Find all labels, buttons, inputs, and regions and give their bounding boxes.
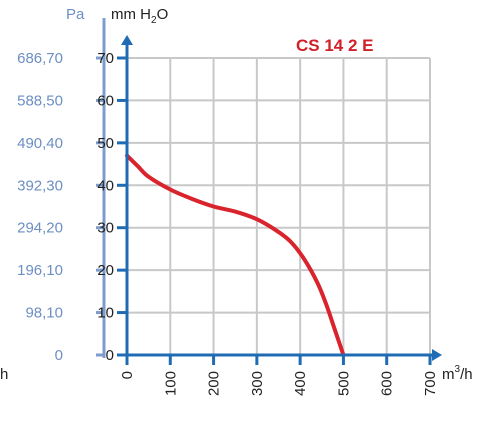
- pa-tick-label: 196,10: [17, 262, 63, 279]
- x-tick-label: 400: [292, 371, 309, 396]
- left-fragment-label: h: [0, 366, 8, 383]
- pa-tick-label: 98,10: [25, 305, 63, 322]
- x-unit-label: m3/h: [442, 364, 473, 383]
- x-tick-label: 700: [422, 371, 439, 396]
- x-ticks: [125, 354, 432, 365]
- pa-unit-label: Pa: [66, 6, 85, 23]
- x-tick-label: 500: [335, 371, 352, 396]
- y-tick-label: 60: [97, 92, 114, 109]
- x-tick-label: 600: [379, 371, 396, 396]
- x-tick-labels: 0 100 200 300 400 500 600 700: [119, 371, 439, 396]
- grid: [127, 57, 431, 355]
- x-tick-label: 0: [119, 371, 136, 379]
- y-axis-arrow: [121, 35, 133, 45]
- y-tick-label: 10: [97, 305, 114, 322]
- y-tick-label: 30: [97, 220, 114, 237]
- pa-tick-label: 294,20: [17, 220, 63, 237]
- mm-h2o-unit-label: mm H2O: [111, 6, 168, 26]
- y-tick-label: 0: [106, 347, 114, 364]
- chart-title: CS 14 2 E: [296, 36, 374, 55]
- mm-h2o-sub: 2: [151, 15, 157, 26]
- pa-tick-labels: 0 98,10 196,10 294,20 392,30 490,40 588,50 686,…: [17, 50, 63, 364]
- pa-tick-label: 0: [55, 347, 63, 364]
- x-unit-tail: /h: [460, 366, 473, 383]
- mm-h2o-pre: mm H: [111, 6, 151, 23]
- pa-tick-label: 490,40: [17, 135, 63, 152]
- y-tick-label: 70: [97, 50, 114, 67]
- pa-tick-label: 686,70: [17, 50, 63, 67]
- pa-tick-label: 588,50: [17, 92, 63, 109]
- pa-tick-label: 392,30: [17, 177, 63, 194]
- mm-h2o-post: O: [157, 6, 169, 23]
- y-tick-label: 40: [97, 177, 114, 194]
- x-unit-sup: 3: [455, 364, 461, 375]
- x-tick-label: 200: [206, 371, 223, 396]
- y-tick-labels: 0 10 20 30 40 50 60 70: [97, 50, 114, 364]
- pa-ticks: [96, 56, 104, 357]
- x-axis-arrow: [432, 349, 442, 361]
- y-tick-label: 50: [97, 135, 114, 152]
- x-unit-base: m: [442, 366, 455, 383]
- y-tick-label: 20: [97, 262, 114, 279]
- x-tick-label: 100: [162, 371, 179, 396]
- y-ticks: [117, 56, 128, 357]
- performance-curve: [125, 153, 346, 357]
- x-tick-label: 300: [249, 371, 266, 396]
